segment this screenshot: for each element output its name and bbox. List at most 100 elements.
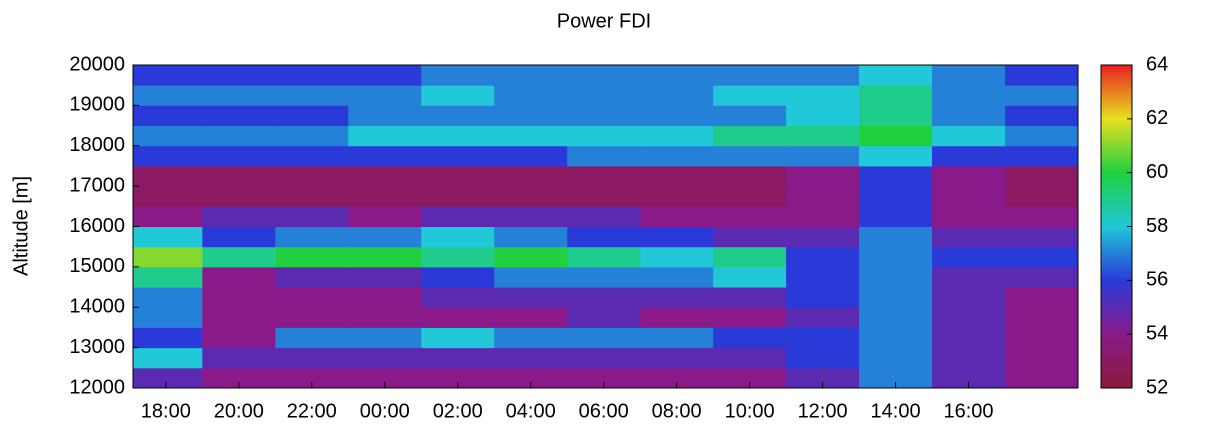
heatmap-cell xyxy=(640,227,713,248)
y-tick-label: 14000 xyxy=(69,296,125,318)
heatmap-cell xyxy=(932,105,1005,126)
y-axis-label: Altitude [m] xyxy=(10,176,32,276)
heatmap-cell xyxy=(786,85,859,106)
heatmap-cell xyxy=(640,166,713,187)
heatmap-cell xyxy=(713,267,786,288)
heatmap-cell xyxy=(421,186,494,207)
heatmap-cell xyxy=(348,247,421,268)
heatmap-cell xyxy=(859,65,932,86)
y-tick-label: 17000 xyxy=(69,174,125,196)
heatmap-cell xyxy=(348,267,421,288)
heatmap-cell xyxy=(786,227,859,248)
heatmap-cell xyxy=(421,146,494,167)
heatmap-cell xyxy=(494,65,567,86)
heatmap-cell xyxy=(202,287,275,308)
heatmap-cell xyxy=(859,85,932,106)
heatmap-cell xyxy=(275,227,348,248)
heatmap-cell xyxy=(133,206,203,227)
heatmap-cell xyxy=(932,327,1005,348)
heatmap-cell xyxy=(1005,348,1078,369)
chart-title: Power FDI xyxy=(557,10,651,32)
heatmap-cell xyxy=(348,287,421,308)
heatmap-cell xyxy=(713,105,786,126)
heatmap-cell xyxy=(1005,206,1078,227)
heatmap-cell xyxy=(859,348,932,369)
heatmap-cell xyxy=(133,227,203,248)
x-tick-label: 02:00 xyxy=(433,400,483,422)
heatmap-cell xyxy=(713,348,786,369)
heatmap-cell xyxy=(567,267,640,288)
heatmap-cell xyxy=(932,206,1005,227)
heatmap-cell xyxy=(859,307,932,328)
heatmap-cell xyxy=(133,247,203,268)
heatmap-cell xyxy=(859,105,932,126)
x-tick-label: 12:00 xyxy=(798,400,848,422)
heatmap-cell xyxy=(202,146,275,167)
colorbar-tick-label: 60 xyxy=(1146,161,1168,183)
heatmap-cell xyxy=(1005,146,1078,167)
heatmap-cell xyxy=(133,287,203,308)
colorbar-tick-label: 64 xyxy=(1146,53,1168,75)
heatmap-cell xyxy=(494,126,567,147)
heatmap-cell xyxy=(275,348,348,369)
heatmap-cell xyxy=(786,287,859,308)
heatmap-cell xyxy=(567,146,640,167)
heatmap-cell xyxy=(348,85,421,106)
heatmap-cell xyxy=(494,307,567,328)
heatmap-cell xyxy=(1005,65,1078,86)
heatmap-cell xyxy=(275,146,348,167)
x-tick-label: 18:00 xyxy=(141,400,191,422)
x-tick-label: 06:00 xyxy=(579,400,629,422)
heatmap-cell xyxy=(421,267,494,288)
heatmap-cell xyxy=(494,227,567,248)
heatmap-cell xyxy=(713,287,786,308)
x-tick-label: 04:00 xyxy=(506,400,556,422)
heatmap-cell xyxy=(713,166,786,187)
heatmap-cell xyxy=(567,65,640,86)
heatmap-cell xyxy=(932,247,1005,268)
heatmap-cell xyxy=(202,126,275,147)
heatmap-cell xyxy=(567,166,640,187)
chart: Power FDI Altitude [m] 12000130001400015… xyxy=(0,0,1207,437)
heatmap-cell xyxy=(275,126,348,147)
colorbar-tick-label: 62 xyxy=(1146,107,1168,129)
heatmap-cell xyxy=(275,166,348,187)
heatmap-cell xyxy=(640,287,713,308)
heatmap-cell xyxy=(133,105,203,126)
heatmap-cell xyxy=(348,166,421,187)
heatmap-cell xyxy=(494,186,567,207)
heatmap-cell xyxy=(202,105,275,126)
heatmap-cell xyxy=(1005,368,1078,389)
heatmap-cell xyxy=(202,65,275,86)
heatmap-cell xyxy=(932,126,1005,147)
heatmap-cell xyxy=(640,65,713,86)
heatmap-cell xyxy=(859,126,932,147)
heatmap-cell xyxy=(859,206,932,227)
x-tick-label: 16:00 xyxy=(944,400,994,422)
heatmap-cell xyxy=(202,307,275,328)
heatmap-cell xyxy=(640,307,713,328)
heatmap-cell xyxy=(202,267,275,288)
heatmap-cell xyxy=(421,65,494,86)
heatmap-cell xyxy=(275,186,348,207)
heatmap-cell xyxy=(275,65,348,86)
heatmap-cell xyxy=(567,307,640,328)
heatmap-cell xyxy=(202,247,275,268)
heatmap-cell xyxy=(567,227,640,248)
heatmap-cell xyxy=(133,146,203,167)
heatmap-cell xyxy=(859,287,932,308)
heatmap-cell xyxy=(1005,307,1078,328)
x-tick-label: 22:00 xyxy=(287,400,337,422)
heatmap-cell xyxy=(348,307,421,328)
heatmap-cell xyxy=(640,348,713,369)
heatmap-cell xyxy=(133,65,203,86)
heatmap-cell xyxy=(932,85,1005,106)
heatmap-cell xyxy=(275,206,348,227)
heatmap-cell xyxy=(932,146,1005,167)
heatmap-cell xyxy=(494,327,567,348)
heatmap-cell xyxy=(932,227,1005,248)
heatmap-cell xyxy=(713,65,786,86)
heatmap-cell xyxy=(640,105,713,126)
heatmap-cell xyxy=(421,287,494,308)
heatmap-cell xyxy=(275,105,348,126)
